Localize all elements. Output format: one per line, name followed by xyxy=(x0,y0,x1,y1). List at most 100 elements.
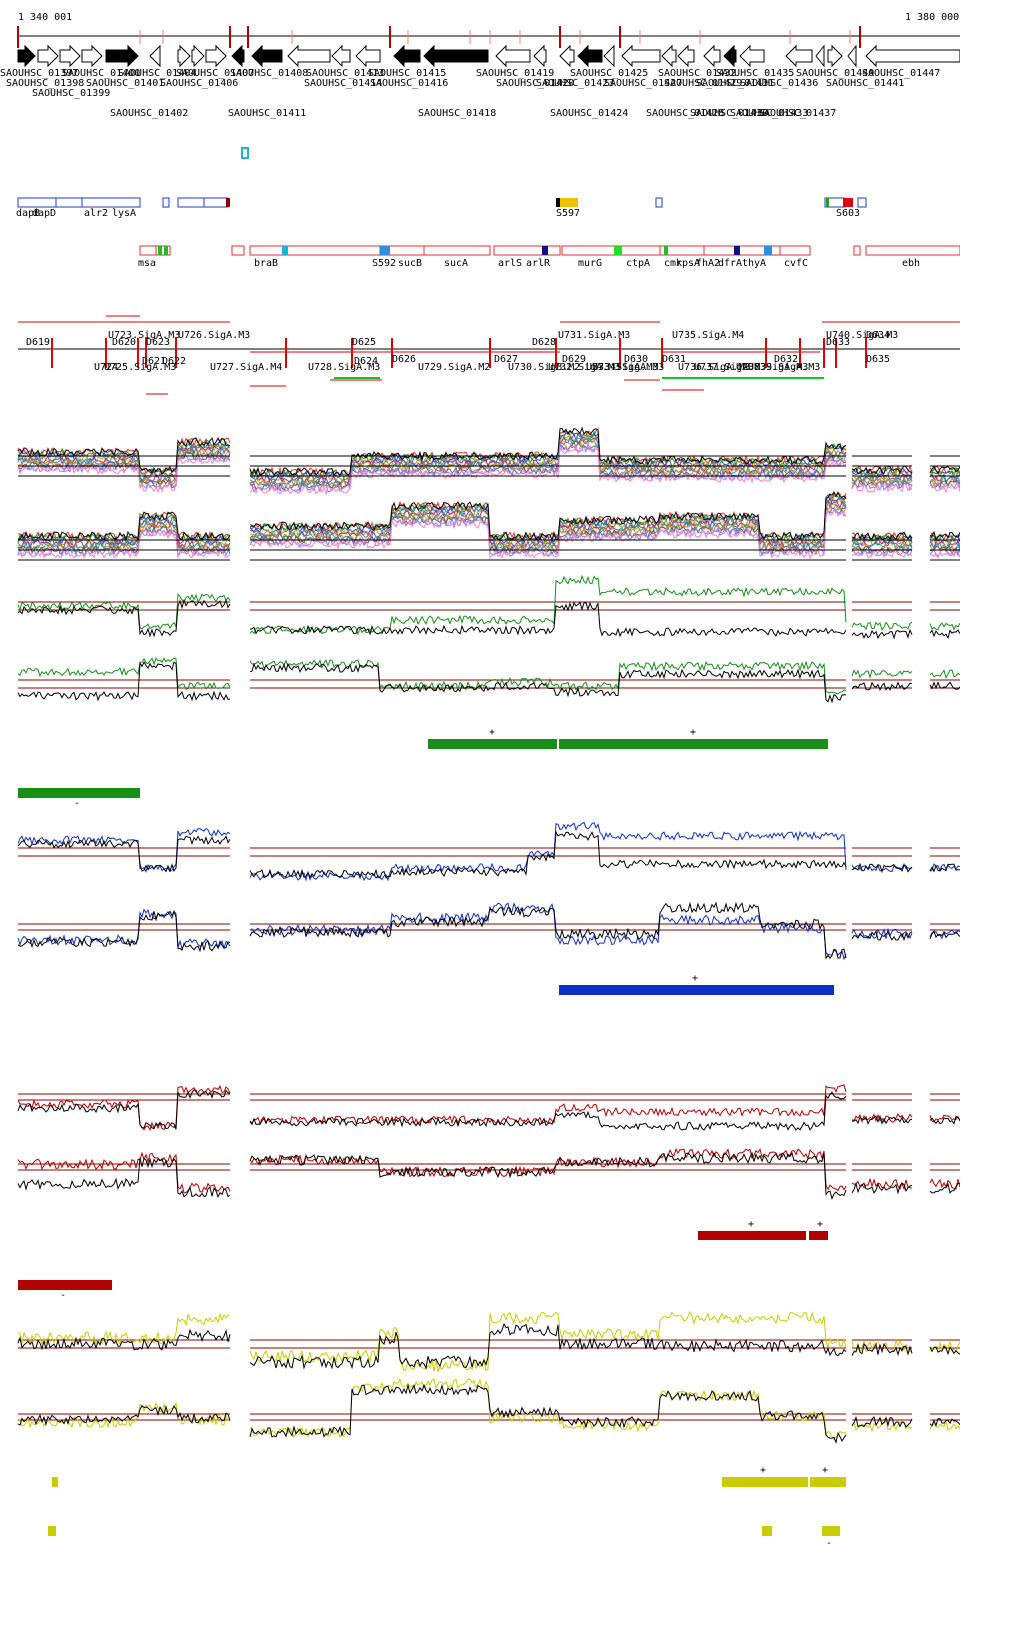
black-trace xyxy=(17,1404,231,1427)
blue-trace xyxy=(851,927,913,940)
red-track-mark xyxy=(282,246,288,255)
multi-condition-trace xyxy=(851,545,913,556)
red-feature-box xyxy=(283,245,381,256)
region-label: D627 xyxy=(494,354,518,365)
black-trace xyxy=(249,1151,847,1201)
black-trace xyxy=(851,930,913,942)
black-trace xyxy=(851,1415,913,1428)
region-label: U726.SigA.M3 xyxy=(178,330,250,341)
black-trace xyxy=(929,863,960,873)
black-trace xyxy=(929,681,961,690)
region-label: U725.SigA.M3 xyxy=(104,362,176,373)
multi-condition-trace xyxy=(17,451,231,490)
region-label: D635 xyxy=(866,354,890,365)
multi-condition-trace xyxy=(17,454,231,494)
blue-track-label: S597 xyxy=(556,208,580,219)
gene-arrow xyxy=(287,44,331,68)
yellow-trace xyxy=(17,1401,231,1429)
genome-tracks-canvas: SAOUHSC_01397SAOUHSC_01400SAOUHSC_01404S… xyxy=(0,26,961,1549)
gene-label: SAOUHSC_01399 xyxy=(32,88,110,99)
black-trace xyxy=(929,1345,961,1356)
multi-condition-trace xyxy=(851,473,913,484)
red-trace xyxy=(851,1113,913,1124)
ruler-start-label: 1 340 001 xyxy=(18,12,73,23)
red-track-mark xyxy=(764,246,772,255)
gene-label: SAOUHSC_01397 xyxy=(0,68,78,79)
gene-label: SAOUHSC_01424 xyxy=(550,108,628,119)
multi-condition-trace xyxy=(17,528,231,558)
gene-label: SAOUHSC_01415 xyxy=(368,68,446,79)
multi-condition-trace xyxy=(930,550,961,560)
reference-trace xyxy=(17,436,231,475)
gene-arrow xyxy=(251,44,283,68)
gene-label: SAOUHSC_01435 xyxy=(716,68,794,79)
black-trace xyxy=(851,681,913,692)
significance-symbol: + xyxy=(748,1219,754,1230)
gene-arrow xyxy=(739,44,765,68)
region-label: D620 xyxy=(112,337,136,348)
blue-feature-box xyxy=(857,197,867,208)
black-trace xyxy=(17,1089,231,1130)
region-label: U739.SigA.M3 xyxy=(748,362,820,373)
significance-bar xyxy=(822,1526,840,1536)
multi-condition-trace xyxy=(930,537,961,547)
black-trace xyxy=(929,1418,961,1428)
gene-arrow xyxy=(865,44,961,68)
blue-track-label: dapB xyxy=(16,208,40,219)
region-label: D622 xyxy=(162,356,186,367)
yellow-trace xyxy=(929,1339,961,1353)
red-track-label: msa xyxy=(138,258,156,269)
red-feature-box xyxy=(155,245,171,256)
red-feature-box xyxy=(423,245,491,256)
gene-arrow xyxy=(827,44,843,68)
multi-condition-trace xyxy=(851,483,913,493)
feature-black-mark xyxy=(556,198,560,207)
gene-label: SAOUHSC_01425 xyxy=(570,68,648,79)
ruler-end-label: 1 380 000 xyxy=(905,12,960,23)
multi-condition-trace xyxy=(249,506,847,556)
gene-arrow xyxy=(105,44,139,68)
region-label: U723.SigA.M3 xyxy=(108,330,180,341)
feature-orange-box xyxy=(560,198,578,207)
red-feature-box xyxy=(735,245,781,256)
multi-condition-trace xyxy=(851,538,913,549)
red-feature-box xyxy=(865,245,961,256)
gene-arrow xyxy=(191,44,205,68)
blue-trace xyxy=(249,902,847,961)
significance-bar xyxy=(52,1477,58,1487)
red-feature-box xyxy=(779,245,811,256)
region-label: U733.SigA.M3 xyxy=(586,362,658,373)
blue-feature-box xyxy=(655,197,663,208)
reference-trace xyxy=(929,530,961,541)
red-track-label: fhA2 xyxy=(696,258,720,269)
black-trace xyxy=(851,1114,913,1125)
gene-arrow xyxy=(177,44,191,68)
red-track-label: sucB xyxy=(398,258,422,269)
blue-feature-box xyxy=(81,197,141,208)
gene-arrow xyxy=(231,44,245,68)
multi-condition-trace xyxy=(17,442,231,479)
gene-label: SAOUHSC_01427 xyxy=(604,78,682,89)
red-track-label: rpsA xyxy=(676,258,700,269)
blue-feature-box xyxy=(203,197,229,208)
gene-label: SAOUHSC_01431 xyxy=(696,78,774,89)
gene-arrow xyxy=(205,44,227,68)
yellow-trace xyxy=(929,1419,961,1431)
multi-condition-trace xyxy=(929,546,961,555)
black-trace xyxy=(249,1091,847,1131)
significance-bar xyxy=(48,1526,56,1536)
black-trace xyxy=(929,1182,961,1194)
multi-condition-trace xyxy=(17,446,231,486)
region-label: U740.SigA.M3 xyxy=(826,330,898,341)
region-label: D630 xyxy=(624,354,648,365)
reference-trace xyxy=(249,491,847,542)
red-feature-box xyxy=(615,245,661,256)
black-trace xyxy=(851,862,913,874)
gene-arrow xyxy=(495,44,531,68)
black-trace xyxy=(17,835,231,873)
blue-feature-box xyxy=(177,197,205,208)
feature-red-box xyxy=(843,198,853,207)
gene-arrow xyxy=(17,44,36,68)
significance-symbol: + xyxy=(690,727,696,738)
black-trace xyxy=(851,1342,913,1357)
